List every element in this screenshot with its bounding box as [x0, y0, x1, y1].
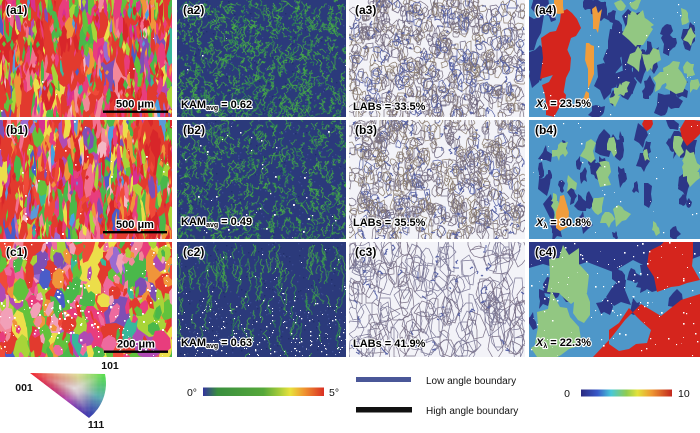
svg-text:(a1): (a1) — [6, 3, 27, 17]
svg-text:(b4): (b4) — [535, 123, 557, 137]
svg-text:Xλ = 22.3%: Xλ = 22.3% — [535, 337, 591, 350]
svg-text:101: 101 — [101, 360, 119, 372]
svg-text:Xλ = 23.5%: Xλ = 23.5% — [535, 98, 591, 111]
svg-text:KAMavg = 0.63: KAMavg = 0.63 — [181, 337, 252, 350]
svg-text:0: 0 — [564, 388, 570, 400]
svg-text:LABs = 35.5%: LABs = 35.5% — [353, 217, 426, 229]
svg-text:111: 111 — [88, 419, 105, 431]
svg-text:200 μm: 200 μm — [117, 338, 155, 350]
svg-text:5°: 5° — [329, 387, 339, 399]
svg-text:(a2): (a2) — [183, 3, 204, 17]
svg-text:KAMavg = 0.49: KAMavg = 0.49 — [181, 216, 252, 229]
svg-text:(b1): (b1) — [6, 123, 28, 137]
svg-text:(c3): (c3) — [355, 245, 376, 259]
svg-text:(c1): (c1) — [6, 245, 27, 259]
svg-text:KAMavg = 0.62: KAMavg = 0.62 — [181, 99, 252, 112]
svg-text:(b2): (b2) — [183, 123, 205, 137]
svg-text:500 μm: 500 μm — [116, 99, 154, 111]
svg-text:0°: 0° — [187, 387, 197, 399]
svg-text:(c2): (c2) — [183, 245, 204, 259]
svg-text:High angle boundary: High angle boundary — [426, 406, 518, 417]
svg-text:(a3): (a3) — [355, 3, 376, 17]
svg-text:(b3): (b3) — [355, 123, 377, 137]
svg-text:Xλ = 30.8%: Xλ = 30.8% — [535, 217, 591, 230]
svg-text:(a4): (a4) — [535, 3, 556, 17]
svg-text:LABs = 41.9%: LABs = 41.9% — [353, 338, 426, 350]
svg-text:001: 001 — [15, 382, 33, 394]
svg-text:10: 10 — [678, 388, 690, 400]
svg-text:500 μm: 500 μm — [116, 219, 154, 231]
svg-text:(c4): (c4) — [535, 245, 556, 259]
svg-text:LABs = 33.5%: LABs = 33.5% — [353, 101, 426, 113]
svg-text:Low angle boundary: Low angle boundary — [426, 376, 516, 387]
